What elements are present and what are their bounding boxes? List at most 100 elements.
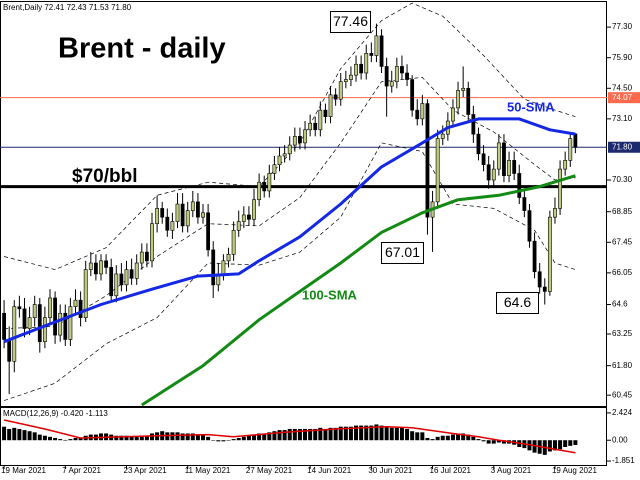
candle-body (257, 181, 262, 200)
y-tick-label: 74.50 (612, 83, 633, 92)
macd-bar (384, 426, 389, 441)
candle-body (389, 81, 394, 87)
x-tick-label: 7 Apr 2021 (62, 466, 101, 475)
header: Brent,Daily 72.41 72.43 71.53 71.80 (3, 3, 132, 12)
candle-body (435, 138, 440, 203)
macd-bar (277, 430, 282, 441)
callout-box (330, 11, 371, 33)
callout-box (381, 242, 424, 264)
candle-body (374, 35, 379, 56)
candle-body (553, 208, 557, 218)
macd-bar (257, 433, 262, 441)
macd-bar (563, 440, 568, 447)
candle-body (502, 142, 506, 176)
macd-y-tick-label: -1.851 (612, 456, 635, 465)
macd-bar (435, 436, 440, 441)
macd-bar (252, 434, 257, 441)
candle-body (451, 107, 455, 122)
candle-body (476, 133, 481, 155)
x-tick-label: 19 Aug 2021 (552, 466, 597, 475)
candle-body (241, 214, 246, 222)
candle-body (471, 114, 476, 135)
candle-body (7, 339, 12, 362)
candle-body (491, 168, 496, 181)
macd-bar (2, 426, 7, 441)
candle-body (180, 203, 185, 227)
macd-bar (379, 425, 384, 441)
macd-bar (323, 428, 328, 441)
macd-bar (389, 427, 394, 441)
macd-bar (17, 428, 22, 441)
candle-body (267, 173, 272, 192)
macd-pane (0, 407, 607, 466)
candle-body (440, 133, 445, 139)
y-tick-label: 70.30 (612, 175, 633, 184)
candle-body (12, 306, 17, 362)
candle-body (282, 153, 287, 157)
candle-body (53, 297, 57, 336)
macd-bar (144, 435, 149, 441)
candle-body (420, 103, 425, 120)
y-tick-label: 68.85 (612, 207, 633, 216)
candle-body (221, 260, 226, 275)
x-tick-label: 30 Jun 2021 (368, 466, 413, 475)
candle-body (308, 122, 313, 131)
candle-body (542, 286, 547, 292)
candle-body (532, 240, 537, 273)
candle-body (170, 221, 175, 231)
macd-bar (374, 424, 379, 441)
band-line (4, 2, 576, 270)
candle-body (145, 251, 149, 262)
candle-body (104, 260, 108, 268)
macd-bar (47, 436, 52, 441)
macd-bar (241, 436, 246, 441)
candle-body (486, 164, 491, 181)
x-tick-label: 16 Jul 2021 (430, 466, 472, 475)
macd-bar (318, 427, 323, 441)
sma-line (140, 174, 576, 407)
candle-body (83, 269, 88, 318)
candle-body (63, 312, 68, 340)
macd-bar (450, 434, 455, 441)
macd-bar (139, 435, 144, 441)
candle-body (48, 297, 52, 318)
macd-bar (558, 440, 563, 450)
macd-bar (343, 426, 348, 441)
macd-bar (185, 433, 190, 441)
candle-body (37, 304, 42, 342)
candle-body (512, 160, 517, 174)
macd-bar (292, 428, 297, 441)
candle-body (190, 201, 195, 211)
candle-body (343, 79, 348, 83)
candle-body (400, 66, 404, 74)
candle-body (119, 273, 124, 286)
candle-body (287, 144, 292, 155)
macd-bar (297, 428, 302, 441)
macd-bar (175, 432, 180, 441)
x-tick-label: 3 Aug 2021 (491, 466, 532, 475)
callout: 64.6 (504, 294, 531, 310)
y-tick-label: 61.80 (612, 361, 633, 370)
candle-body (456, 90, 460, 109)
macd-bar (308, 428, 313, 441)
candle-body (150, 223, 154, 262)
level-label: $70/bbl (72, 166, 137, 187)
macd-bar (430, 439, 435, 441)
macd-bar (221, 440, 226, 442)
macd-bar (236, 437, 241, 441)
candle-body (185, 210, 190, 227)
macd-bar (348, 426, 353, 441)
price-label: 71.80 (612, 142, 633, 151)
candle-body (354, 63, 358, 76)
candle-body (292, 136, 297, 146)
macd-bar (267, 432, 272, 441)
callout: 67.01 (385, 244, 420, 260)
callout: 77.46 (333, 13, 368, 29)
candle-body (99, 260, 103, 275)
macd-bar (440, 435, 445, 441)
macd-bar (399, 427, 404, 441)
candle-body (32, 304, 37, 318)
y-tick-label: 64.6 (612, 300, 628, 309)
price-label: 74.07 (612, 93, 633, 102)
